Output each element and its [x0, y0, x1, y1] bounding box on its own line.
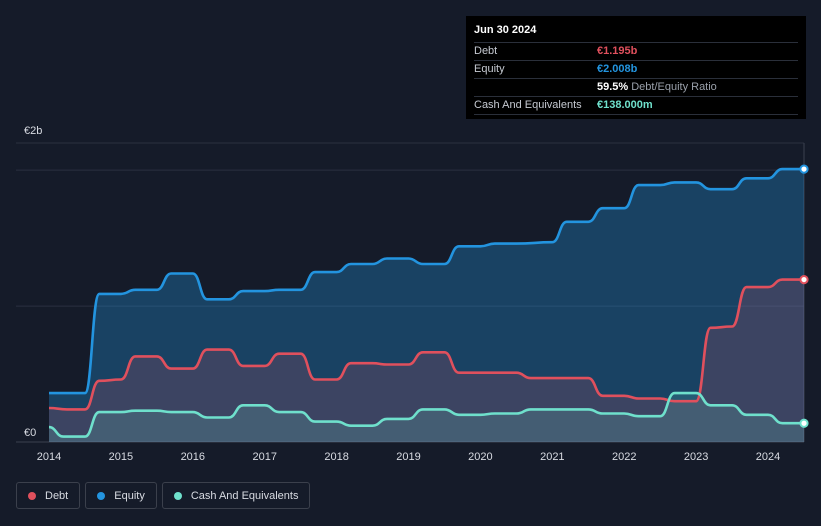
x-tick-label: 2020	[468, 451, 492, 463]
x-tick-label: 2022	[612, 451, 636, 463]
debt-end-point	[799, 274, 809, 285]
tooltip-row-cash: Cash And Equivalents €138.000m	[474, 96, 798, 115]
y-tick-label: €2b	[24, 125, 42, 137]
legend-label: Cash And Equivalents	[190, 489, 299, 502]
x-tick-label: 2023	[684, 451, 708, 463]
legend-dot-equity	[97, 491, 106, 500]
x-tick-label: 2017	[252, 451, 276, 463]
tooltip-date: Jun 30 2024	[474, 16, 798, 43]
legend-label: Debt	[45, 489, 69, 502]
x-tick-label: 2015	[109, 451, 133, 463]
data-tooltip: Jun 30 2024 Debt €1.195b Equity €2.008b …	[466, 16, 806, 119]
series-lines	[48, 164, 809, 438]
cash-and-equivalents-line	[48, 391, 804, 438]
tooltip-ratio-label: Debt/Equity Ratio	[631, 81, 717, 93]
tooltip-label: Equity	[474, 63, 505, 75]
series-areas	[49, 169, 804, 442]
x-tick-label: 2016	[181, 451, 205, 463]
legend-item-cash[interactable]: Cash And Equivalents	[161, 482, 311, 509]
tooltip-value: 59.5%	[597, 81, 629, 93]
x-tick-label: 2019	[396, 451, 420, 463]
tooltip-label: Debt	[474, 45, 498, 57]
tooltip-value: €138.000m	[597, 99, 653, 111]
tooltip-row-equity: Equity €2.008b	[474, 61, 798, 79]
tooltip-label: Cash And Equivalents	[474, 99, 582, 111]
equity-area	[49, 169, 804, 442]
x-tick-label: 2021	[540, 451, 564, 463]
debt-line	[48, 278, 804, 411]
chart-legend: Debt Equity Cash And Equivalents	[16, 482, 311, 509]
grid-lines	[16, 142, 805, 443]
equity-line	[48, 167, 804, 395]
legend-item-debt[interactable]: Debt	[16, 482, 81, 509]
y-tick-label: €0	[24, 427, 36, 439]
legend-dot-debt	[28, 491, 36, 500]
legend-dot-cash	[173, 491, 182, 500]
equity-end-point	[799, 164, 809, 174]
plot-background	[16, 143, 804, 442]
tooltip-row-debt: Debt €1.195b	[474, 43, 798, 61]
legend-label: Equity	[114, 489, 145, 502]
legend-item-equity[interactable]: Equity	[85, 482, 157, 509]
cash-and-equivalents-end-point	[799, 418, 809, 428]
cash-and-equivalents-area	[49, 393, 804, 442]
tooltip-row-ratio: 59.5% Debt/Equity Ratio	[474, 79, 798, 96]
tooltip-value: €2.008b	[597, 63, 638, 75]
tooltip-value: €1.195b	[597, 45, 638, 57]
debt-area	[49, 279, 804, 442]
x-tick-label: 2018	[324, 451, 348, 463]
tooltip-label	[474, 79, 597, 96]
x-tick-label: 2014	[37, 451, 61, 463]
x-tick-label: 2024	[756, 451, 780, 463]
